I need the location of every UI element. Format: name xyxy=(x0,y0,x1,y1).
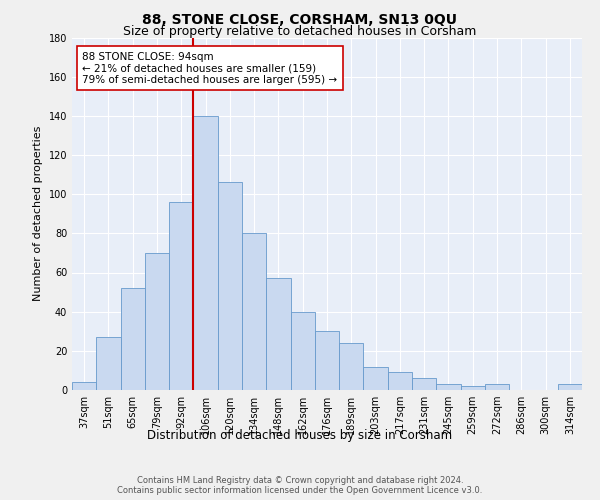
Bar xyxy=(364,366,388,390)
Text: 88 STONE CLOSE: 94sqm
← 21% of detached houses are smaller (159)
79% of semi-det: 88 STONE CLOSE: 94sqm ← 21% of detached … xyxy=(82,52,337,85)
Bar xyxy=(436,384,461,390)
Bar xyxy=(558,384,582,390)
Bar xyxy=(72,382,96,390)
Bar xyxy=(412,378,436,390)
Bar xyxy=(485,384,509,390)
Bar xyxy=(169,202,193,390)
Bar xyxy=(218,182,242,390)
Text: Contains HM Land Registry data © Crown copyright and database right 2024.
Contai: Contains HM Land Registry data © Crown c… xyxy=(118,476,482,495)
Bar xyxy=(461,386,485,390)
Bar xyxy=(266,278,290,390)
Text: 88, STONE CLOSE, CORSHAM, SN13 0QU: 88, STONE CLOSE, CORSHAM, SN13 0QU xyxy=(143,12,458,26)
Bar xyxy=(96,337,121,390)
Bar xyxy=(315,331,339,390)
Bar xyxy=(388,372,412,390)
Bar xyxy=(339,343,364,390)
Text: Size of property relative to detached houses in Corsham: Size of property relative to detached ho… xyxy=(124,25,476,38)
Text: Distribution of detached houses by size in Corsham: Distribution of detached houses by size … xyxy=(148,430,452,442)
Bar xyxy=(242,234,266,390)
Bar xyxy=(121,288,145,390)
Bar xyxy=(290,312,315,390)
Y-axis label: Number of detached properties: Number of detached properties xyxy=(33,126,43,302)
Bar xyxy=(145,253,169,390)
Bar xyxy=(193,116,218,390)
